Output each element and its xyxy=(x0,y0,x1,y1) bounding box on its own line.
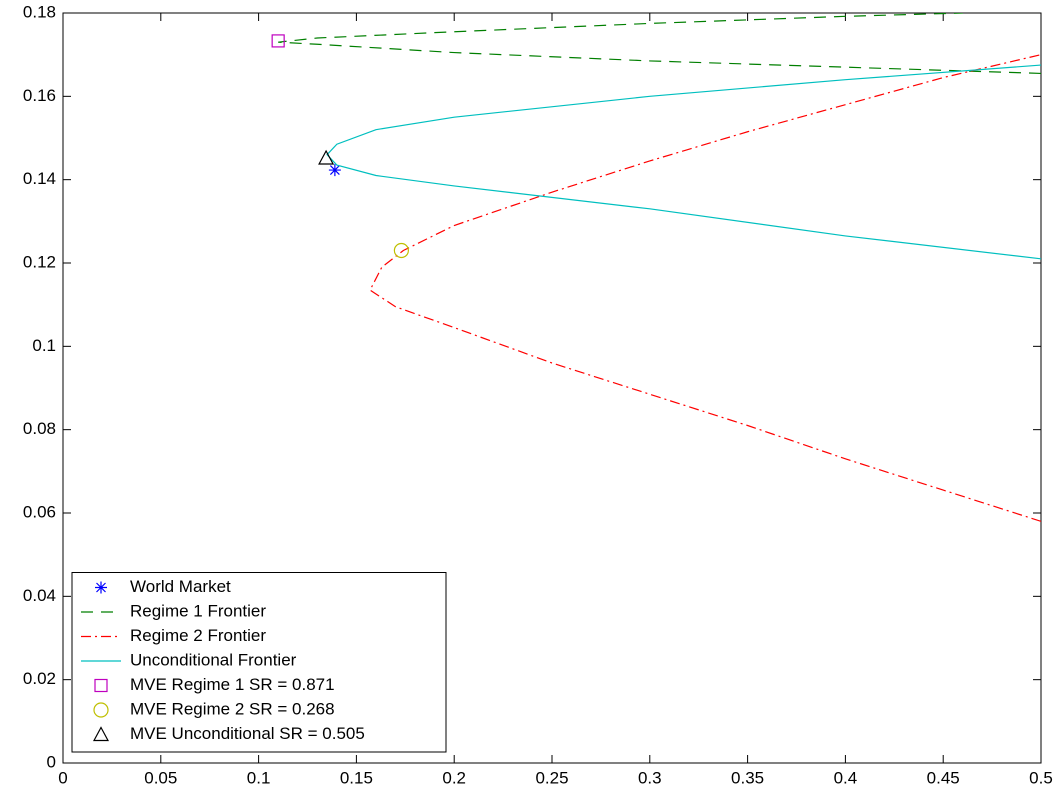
x-tick-label: 0 xyxy=(58,768,67,787)
y-tick-label: 0.02 xyxy=(23,669,56,688)
y-tick-label: 0.04 xyxy=(23,586,56,605)
y-tick-label: 0.12 xyxy=(23,252,56,271)
y-tick-label: 0.14 xyxy=(23,169,56,188)
marker xyxy=(328,164,341,177)
x-tick-label: 0.5 xyxy=(1029,768,1053,787)
x-tick-label: 0.15 xyxy=(340,768,373,787)
frontier-line xyxy=(278,13,1041,75)
legend-label: MVE Regime 2 SR = 0.268 xyxy=(130,699,335,718)
legend-label: MVE Regime 1 SR = 0.871 xyxy=(130,675,335,694)
legend-swatch xyxy=(92,726,110,742)
x-tick-label: 0.1 xyxy=(247,768,271,787)
legend: World Market Regime 1 Frontier Regime 2 Fr… xyxy=(71,572,447,753)
legend-label: Regime 1 Frontier xyxy=(130,601,266,620)
legend-swatch xyxy=(93,702,109,718)
x-tick-label: 0.2 xyxy=(442,768,466,787)
legend-swatch xyxy=(95,581,107,594)
y-tick-label: 0.18 xyxy=(23,2,56,21)
legend-label: World Market xyxy=(130,577,231,596)
y-tick-label: 0.06 xyxy=(23,502,56,521)
y-tick-label: 0.16 xyxy=(23,86,56,105)
frontier-line xyxy=(326,64,1041,260)
marker xyxy=(271,34,285,48)
marker xyxy=(318,149,335,165)
legend-swatch xyxy=(94,678,108,693)
legend-label: Regime 2 Frontier xyxy=(130,626,266,645)
legend-label: Unconditional Frontier xyxy=(130,650,297,669)
x-tick-label: 0.25 xyxy=(535,768,568,787)
legend-box xyxy=(71,572,447,753)
x-tick-label: 0.45 xyxy=(927,768,960,787)
plot-layer xyxy=(271,13,1041,522)
marker xyxy=(393,242,409,259)
y-tick-label: 0 xyxy=(47,752,56,771)
x-tick-label: 0.05 xyxy=(144,768,177,787)
x-tick-label: 0.35 xyxy=(731,768,764,787)
x-tick-label: 0.4 xyxy=(834,768,858,787)
y-tick-label: 0.08 xyxy=(23,419,56,438)
x-tick-label: 0.3 xyxy=(638,768,662,787)
legend-label: MVE Unconditional SR = 0.505 xyxy=(130,724,365,743)
frontier-line xyxy=(369,54,1041,522)
y-tick-label: 0.1 xyxy=(32,336,56,355)
